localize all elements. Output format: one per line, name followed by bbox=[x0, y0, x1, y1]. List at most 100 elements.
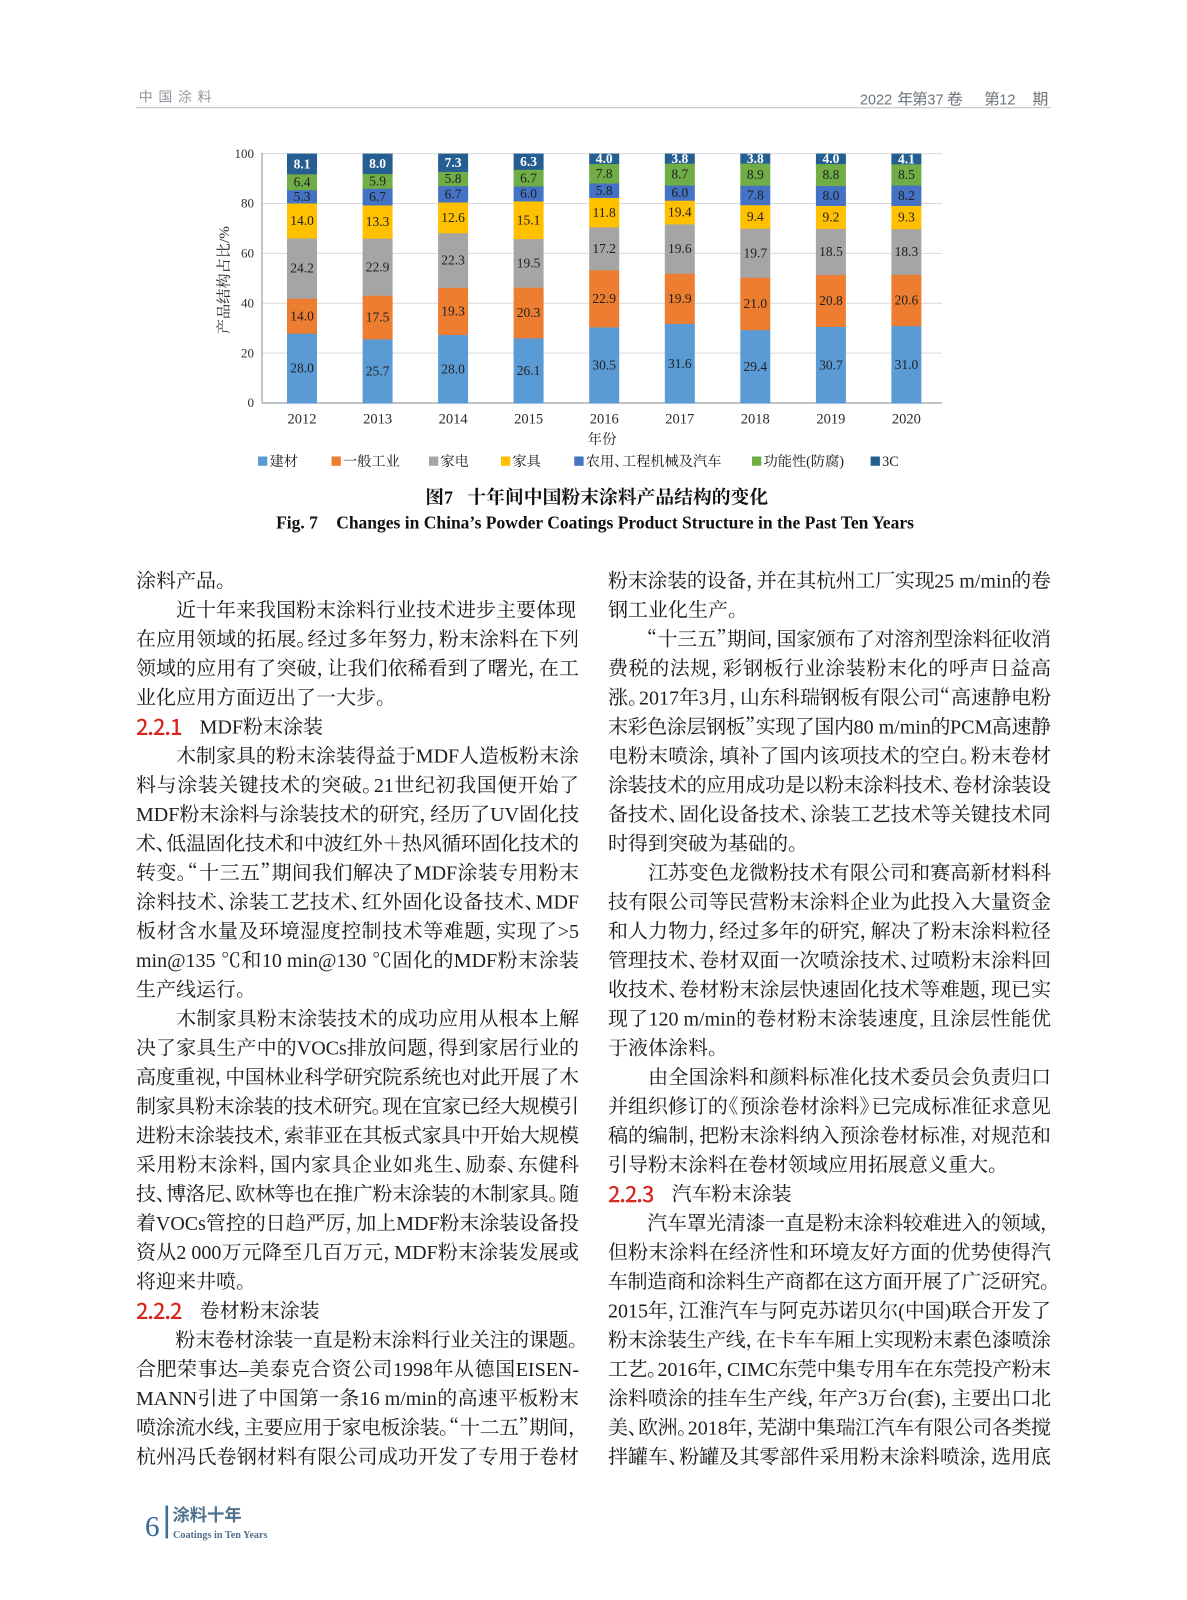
svg-text:2012: 2012 bbox=[288, 412, 317, 428]
svg-text:2 000: 2 000 bbox=[176, 1242, 221, 1264]
svg-text:22.9: 22.9 bbox=[592, 291, 616, 306]
svg-text:5.3: 5.3 bbox=[294, 189, 311, 204]
svg-text:2016: 2016 bbox=[590, 412, 619, 428]
svg-text:7.8: 7.8 bbox=[596, 166, 613, 181]
svg-text:VOCs: VOCs bbox=[297, 1038, 347, 1060]
svg-text:EISEN-: EISEN- bbox=[516, 1359, 579, 1381]
svg-text:5.8: 5.8 bbox=[445, 171, 462, 186]
svg-text:24.2: 24.2 bbox=[290, 261, 314, 276]
svg-text:3.8: 3.8 bbox=[747, 151, 764, 166]
svg-text:10 min@130: 10 min@130 bbox=[262, 950, 367, 972]
svg-text:4.1: 4.1 bbox=[898, 151, 915, 166]
svg-text:5.8: 5.8 bbox=[596, 183, 613, 198]
svg-text:20.8: 20.8 bbox=[819, 293, 843, 308]
svg-text:31.0: 31.0 bbox=[895, 357, 919, 372]
svg-text:4.0: 4.0 bbox=[596, 151, 613, 166]
svg-text:2022: 2022 bbox=[860, 93, 892, 109]
svg-text:(: ( bbox=[908, 1388, 915, 1410]
svg-text:7.8: 7.8 bbox=[747, 188, 764, 203]
svg-text:17.5: 17.5 bbox=[366, 310, 390, 325]
svg-text:13.3: 13.3 bbox=[366, 214, 390, 229]
svg-text:): ) bbox=[934, 1388, 941, 1410]
svg-text:26.1: 26.1 bbox=[517, 363, 541, 378]
svg-text:22.3: 22.3 bbox=[441, 253, 465, 268]
svg-text:11.8: 11.8 bbox=[593, 205, 616, 220]
svg-text:(: ( bbox=[898, 1301, 905, 1323]
svg-text:3: 3 bbox=[699, 687, 709, 709]
svg-text:3C: 3C bbox=[882, 454, 899, 470]
svg-text:120 m/min: 120 m/min bbox=[649, 1009, 736, 1031]
svg-text:14.0: 14.0 bbox=[290, 308, 314, 323]
svg-text:6.0: 6.0 bbox=[671, 185, 688, 200]
svg-text:28.0: 28.0 bbox=[290, 361, 314, 376]
svg-text:min@135: min@135 bbox=[136, 950, 216, 972]
svg-text:9.4: 9.4 bbox=[747, 209, 764, 224]
svg-text:8.0: 8.0 bbox=[369, 156, 386, 171]
svg-text:21.0: 21.0 bbox=[743, 296, 767, 311]
svg-text:21: 21 bbox=[374, 775, 394, 797]
svg-text:6.7: 6.7 bbox=[520, 170, 537, 185]
svg-text:19.5: 19.5 bbox=[517, 256, 541, 271]
svg-text:6.3: 6.3 bbox=[520, 154, 537, 169]
svg-text:UV: UV bbox=[490, 804, 519, 826]
svg-text:80: 80 bbox=[241, 196, 254, 211]
svg-text:7: 7 bbox=[444, 488, 453, 508]
svg-text:2017: 2017 bbox=[639, 687, 679, 709]
svg-text:8.5: 8.5 bbox=[898, 167, 915, 182]
svg-text:9.3: 9.3 bbox=[898, 210, 915, 225]
svg-text:22.9: 22.9 bbox=[366, 259, 390, 274]
svg-text:28.0: 28.0 bbox=[441, 361, 465, 376]
svg-text:(: ( bbox=[806, 454, 811, 470]
svg-text:8.1: 8.1 bbox=[294, 156, 311, 171]
svg-text:2016: 2016 bbox=[658, 1359, 698, 1381]
svg-text:19.7: 19.7 bbox=[743, 245, 767, 260]
svg-text:Changes in China’s Powder Coat: Changes in China’s Powder Coatings Produ… bbox=[336, 513, 914, 533]
svg-text:16 m/min: 16 m/min bbox=[360, 1388, 437, 1410]
svg-text:14.0: 14.0 bbox=[290, 213, 314, 228]
svg-text:31.6: 31.6 bbox=[668, 356, 692, 371]
svg-text:MANN: MANN bbox=[136, 1388, 197, 1410]
svg-text:17.2: 17.2 bbox=[592, 241, 616, 256]
svg-text:30.5: 30.5 bbox=[592, 358, 616, 373]
svg-text:25 m/min: 25 m/min bbox=[934, 571, 1011, 593]
svg-text:8.9: 8.9 bbox=[747, 167, 764, 182]
svg-text:80 m/min: 80 m/min bbox=[854, 717, 931, 739]
svg-text:2015: 2015 bbox=[608, 1301, 648, 1323]
svg-text:PCM: PCM bbox=[950, 717, 992, 739]
svg-text:MDF: MDF bbox=[396, 1213, 439, 1235]
svg-text:8.0: 8.0 bbox=[822, 188, 839, 203]
svg-text:MDF: MDF bbox=[536, 892, 579, 914]
svg-text:19.4: 19.4 bbox=[668, 205, 692, 220]
svg-text:CIMC: CIMC bbox=[727, 1359, 778, 1381]
svg-text:MDF: MDF bbox=[416, 746, 459, 768]
svg-text:6.4: 6.4 bbox=[294, 174, 311, 189]
svg-text:40: 40 bbox=[241, 295, 254, 310]
svg-text:MDF: MDF bbox=[136, 804, 179, 826]
svg-text:19.3: 19.3 bbox=[441, 304, 465, 319]
svg-text:20.6: 20.6 bbox=[895, 293, 919, 308]
svg-text:18.5: 18.5 bbox=[819, 244, 843, 259]
svg-text:VOCs: VOCs bbox=[156, 1213, 206, 1235]
svg-text:MDF: MDF bbox=[200, 717, 243, 739]
svg-text:19.9: 19.9 bbox=[668, 291, 692, 306]
svg-text:37: 37 bbox=[927, 93, 943, 109]
svg-text:12.6: 12.6 bbox=[441, 210, 465, 225]
svg-text:): ) bbox=[839, 454, 844, 470]
svg-text:18.3: 18.3 bbox=[895, 244, 919, 259]
svg-text:9.2: 9.2 bbox=[822, 210, 839, 225]
svg-text:Fig. 7: Fig. 7 bbox=[276, 513, 318, 533]
svg-text:25.7: 25.7 bbox=[366, 364, 390, 379]
svg-text:MDF: MDF bbox=[394, 1242, 437, 1264]
svg-text:6.0: 6.0 bbox=[520, 186, 537, 201]
svg-text:100: 100 bbox=[235, 146, 255, 161]
svg-text:6: 6 bbox=[145, 1511, 160, 1543]
svg-text:7.3: 7.3 bbox=[445, 155, 462, 170]
svg-text:15.1: 15.1 bbox=[517, 212, 541, 227]
svg-text:6.7: 6.7 bbox=[369, 189, 386, 204]
svg-text:20.3: 20.3 bbox=[517, 305, 541, 320]
svg-text:2019: 2019 bbox=[816, 412, 845, 428]
svg-text:12: 12 bbox=[999, 93, 1015, 109]
svg-text:3.8: 3.8 bbox=[671, 151, 688, 166]
svg-text:19.6: 19.6 bbox=[668, 241, 692, 256]
svg-text:2020: 2020 bbox=[892, 412, 921, 428]
